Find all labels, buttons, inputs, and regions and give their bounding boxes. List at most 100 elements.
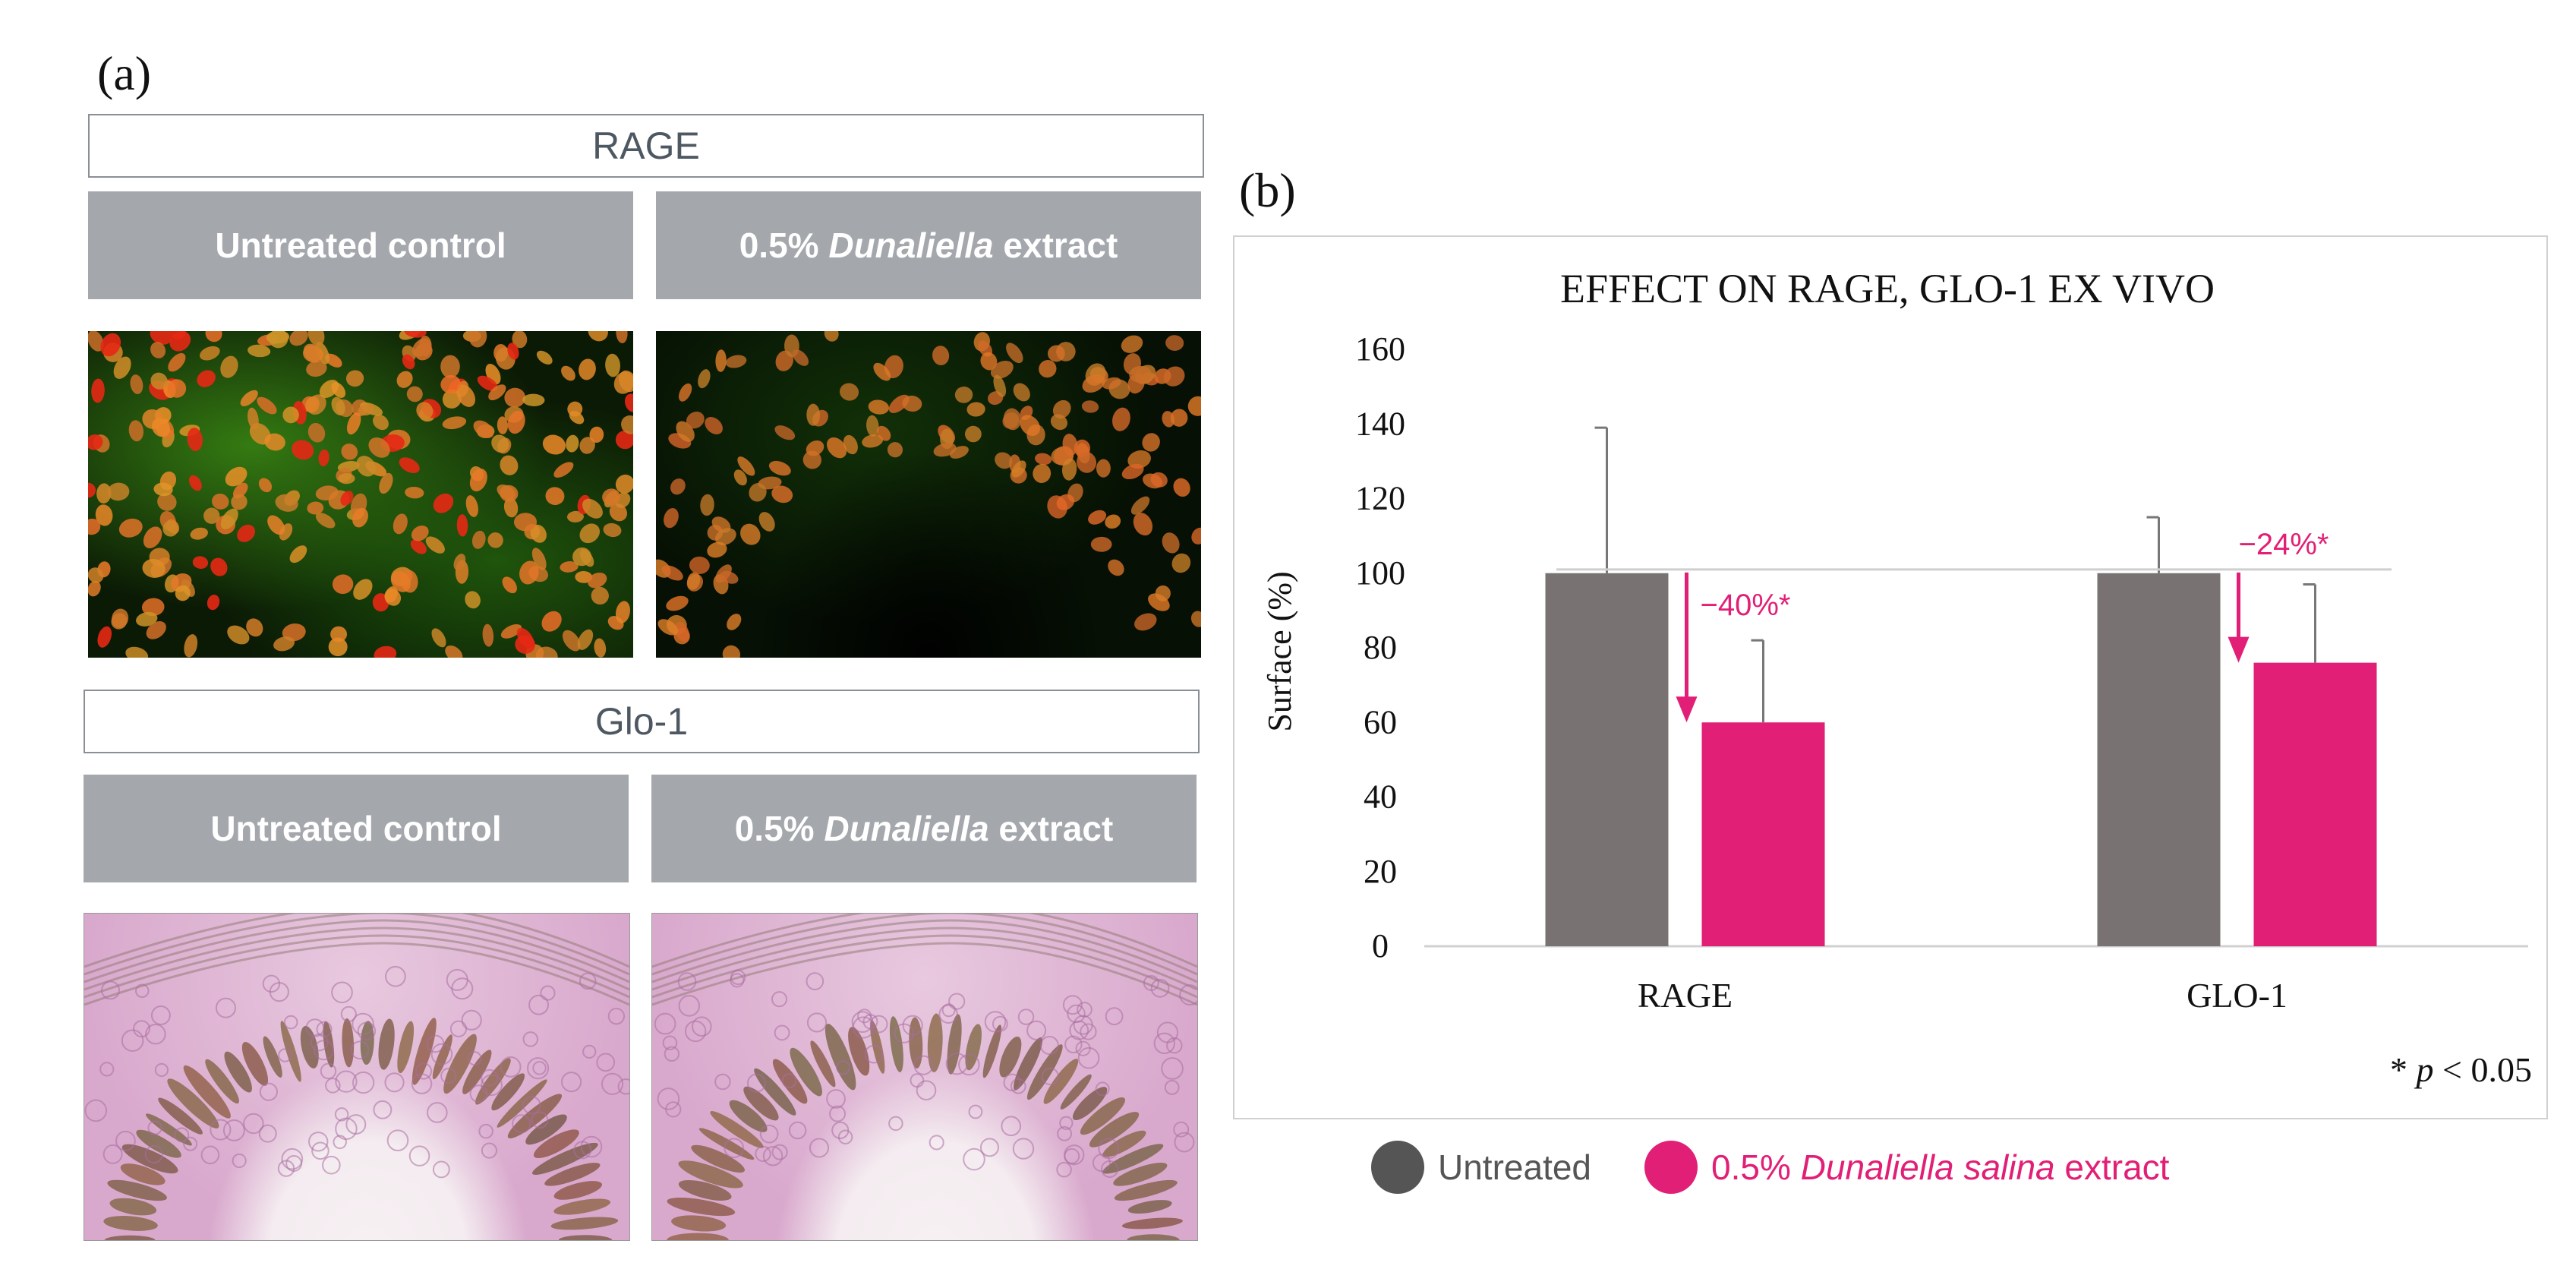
keratinocyte	[183, 1136, 198, 1151]
keratinocyte	[894, 1023, 914, 1043]
keratinocyte	[99, 1062, 115, 1077]
keratinocyte	[411, 1073, 433, 1094]
keratinocyte	[522, 1096, 541, 1115]
cell-nucleus	[582, 498, 603, 519]
keratinocyte	[121, 1029, 144, 1052]
keratinocyte	[836, 1060, 851, 1075]
basal-cell	[491, 1073, 525, 1111]
cell-nucleus	[418, 335, 432, 357]
keratinocyte	[678, 995, 701, 1017]
legend-untreated-label: Untreated	[1438, 1147, 1592, 1187]
keratinocyte	[352, 1012, 374, 1036]
cell-nucleus	[887, 442, 903, 458]
cell-nucleus	[587, 573, 607, 589]
cell-nucleus	[488, 384, 506, 401]
cell-nucleus	[248, 344, 271, 358]
cell-nucleus	[440, 355, 460, 378]
cell-nucleus	[306, 360, 327, 377]
keratinocyte	[913, 1055, 934, 1075]
keratinocyte	[561, 1072, 582, 1093]
keratinocyte	[357, 1021, 377, 1040]
bar-glo-1-extract	[2253, 662, 2377, 946]
cell-nucleus	[440, 374, 461, 393]
basal-cell	[507, 1094, 563, 1138]
reduction-annotation-0: −40%*	[1701, 589, 1791, 622]
keratinocyte	[350, 1040, 370, 1060]
keratinocyte	[1156, 1021, 1179, 1043]
cell-nucleus	[579, 437, 595, 454]
cell-nucleus	[203, 507, 220, 524]
cell-nucleus	[507, 410, 525, 434]
cell-nucleus	[902, 395, 922, 412]
stratum-corneum-line	[652, 919, 1197, 983]
cell-nucleus	[698, 369, 711, 389]
basal-cell	[667, 1198, 736, 1217]
glo1-untreated-micrograph	[84, 913, 630, 1241]
rage-extract-header: 0.5% Dunaliella extract	[656, 191, 1201, 299]
cell-nucleus	[705, 417, 723, 434]
basal-cell	[698, 1128, 755, 1160]
cell-nucleus	[567, 401, 583, 417]
cell-nucleus	[225, 466, 248, 487]
cell-nucleus	[231, 494, 248, 510]
cell-nucleus	[303, 343, 321, 361]
cell-nucleus	[661, 565, 683, 581]
keratinocyte	[432, 1160, 450, 1179]
cell-nucleus	[1062, 434, 1078, 456]
cell-nucleus	[157, 493, 177, 511]
keratinocyte	[527, 1057, 550, 1080]
basal-cell	[342, 1018, 355, 1068]
cell-nucleus	[318, 449, 329, 467]
cell-nucleus	[615, 430, 633, 450]
cell-nucleus	[1039, 359, 1057, 378]
basal-cell	[678, 1179, 732, 1201]
cell-nucleus	[1134, 613, 1157, 631]
bar-rage-extract	[1701, 722, 1825, 946]
basal-cell	[120, 1163, 166, 1185]
cell-nucleus	[1082, 374, 1105, 393]
keratinocyte	[1073, 1015, 1093, 1035]
keratinocyte	[941, 1003, 956, 1018]
rage-extract-suffix: extract	[993, 226, 1118, 265]
keratinocyte	[115, 1130, 136, 1151]
cell-nucleus	[345, 370, 364, 387]
cell-nucleus	[954, 387, 973, 403]
cell-nucleus	[1127, 450, 1151, 469]
cell-nucleus	[340, 491, 354, 506]
cell-nucleus	[615, 474, 633, 494]
cell-nucleus	[404, 331, 427, 338]
keratinocyte	[1077, 1046, 1100, 1069]
legend-extract-swatch	[1644, 1141, 1698, 1194]
basal-cell	[136, 1129, 181, 1158]
basal-cell	[1026, 1044, 1063, 1100]
cell-nucleus	[307, 501, 324, 515]
cell-nucleus	[1052, 399, 1071, 419]
y-tick-label-5: 100	[1355, 554, 1405, 592]
cell-nucleus	[393, 513, 408, 535]
keratinocyte	[1150, 978, 1170, 998]
basal-cell	[671, 1215, 727, 1232]
cell-nucleus	[385, 586, 398, 603]
keratinocyte	[662, 1035, 678, 1051]
cell-nucleus	[456, 384, 476, 407]
keratinocyte	[469, 1084, 488, 1103]
cell-nucleus	[591, 586, 609, 605]
cell-nucleus	[227, 625, 250, 645]
keratinocyte	[582, 1044, 597, 1059]
keratinocyte	[984, 1011, 1007, 1033]
y-tick-label-7: 140	[1355, 405, 1405, 442]
keratinocyte	[340, 1005, 357, 1022]
cell-nucleus	[993, 374, 1007, 397]
cell-nucleus	[594, 638, 607, 658]
cell-nucleus	[1056, 494, 1075, 510]
keratinocyte	[654, 1012, 676, 1035]
keratinocyte	[979, 1138, 999, 1157]
y-axis-label: Surface (%)	[1261, 571, 1298, 731]
stratum-corneum-line	[84, 926, 629, 991]
cell-nucleus	[664, 508, 679, 529]
basal-cell	[678, 1160, 743, 1189]
cell-nucleus	[1150, 472, 1168, 488]
cell-nucleus	[96, 483, 112, 503]
cell-nucleus	[107, 482, 130, 501]
basal-cell	[1043, 1059, 1079, 1104]
